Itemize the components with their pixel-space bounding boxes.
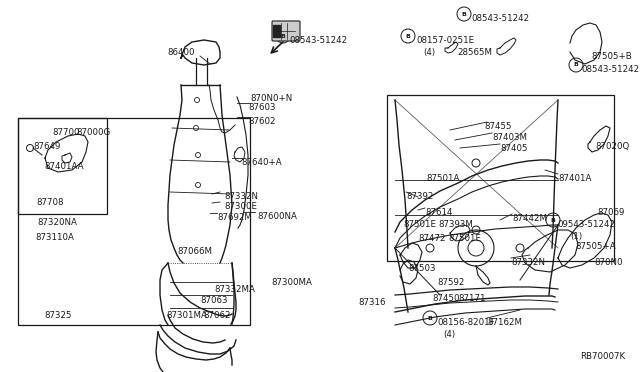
Text: 87455: 87455: [484, 122, 511, 131]
Text: B: B: [573, 62, 579, 67]
Text: 87614: 87614: [425, 208, 452, 217]
Bar: [18, 118, 107, 214]
Text: 87602: 87602: [248, 117, 275, 126]
Text: 870N0+N: 870N0+N: [250, 94, 292, 103]
Bar: [387, 95, 614, 261]
Text: 87401AA: 87401AA: [44, 162, 83, 171]
Text: 87649: 87649: [33, 142, 60, 151]
Text: 87063: 87063: [200, 296, 227, 305]
Bar: [273, 25, 280, 37]
Text: 87600NA: 87600NA: [257, 212, 297, 221]
Text: (4): (4): [443, 330, 455, 339]
Text: 87501E: 87501E: [448, 234, 481, 243]
Text: 87592: 87592: [437, 278, 465, 287]
Text: 87450: 87450: [432, 294, 460, 303]
Text: 87300MA: 87300MA: [271, 278, 312, 287]
Text: 87505+A: 87505+A: [575, 242, 616, 251]
Text: 87320NA: 87320NA: [37, 218, 77, 227]
Text: 87700: 87700: [52, 128, 79, 137]
Text: B: B: [461, 12, 467, 16]
Text: 86400: 86400: [167, 48, 195, 57]
Text: 87316: 87316: [358, 298, 385, 307]
Text: 87442M: 87442M: [512, 214, 547, 223]
Text: 87501E: 87501E: [403, 220, 436, 229]
Text: 873110A: 873110A: [35, 233, 74, 242]
FancyBboxPatch shape: [272, 21, 300, 41]
Text: B: B: [428, 315, 433, 321]
Text: 87171: 87171: [458, 294, 486, 303]
Text: 09543-51242: 09543-51242: [557, 220, 615, 229]
Text: 08543-51242: 08543-51242: [289, 36, 347, 45]
Text: (1): (1): [570, 232, 582, 241]
Text: 28565M: 28565M: [457, 48, 492, 57]
Text: 87505+B: 87505+B: [591, 52, 632, 61]
Text: 08156-8201F: 08156-8201F: [437, 318, 495, 327]
Text: 87332N: 87332N: [224, 192, 258, 201]
Text: 87069: 87069: [597, 208, 625, 217]
Text: 87692M: 87692M: [217, 213, 252, 222]
Text: 08543-51242: 08543-51242: [471, 14, 529, 23]
Text: 87162M: 87162M: [487, 318, 522, 327]
Text: 87708: 87708: [36, 198, 63, 207]
Text: 87393M: 87393M: [438, 220, 473, 229]
Text: 87501A: 87501A: [426, 174, 460, 183]
Text: B: B: [550, 218, 556, 222]
Text: 87000G: 87000G: [76, 128, 110, 137]
Text: B: B: [280, 33, 285, 38]
Text: 87300E: 87300E: [224, 202, 257, 211]
Bar: [18, 118, 250, 325]
Text: 08543-51242: 08543-51242: [581, 65, 639, 74]
Text: 87392: 87392: [406, 192, 433, 201]
Text: 87603: 87603: [248, 103, 275, 112]
Text: 87403M: 87403M: [492, 133, 527, 142]
Text: 87405: 87405: [500, 144, 527, 153]
Text: 87062: 87062: [203, 311, 230, 320]
Text: 87472: 87472: [418, 234, 445, 243]
Text: 87640+A: 87640+A: [241, 158, 282, 167]
Text: 87503: 87503: [408, 264, 435, 273]
Text: 87332N: 87332N: [511, 258, 545, 267]
Text: 87332MA: 87332MA: [214, 285, 255, 294]
Text: 87401A: 87401A: [558, 174, 591, 183]
Text: 87020Q: 87020Q: [595, 142, 629, 151]
Text: B: B: [406, 33, 410, 38]
Text: 870N0: 870N0: [594, 258, 623, 267]
Text: (4): (4): [423, 48, 435, 57]
Text: 87325: 87325: [44, 311, 72, 320]
Text: 08157-0251E: 08157-0251E: [416, 36, 474, 45]
Text: 87066M: 87066M: [177, 247, 212, 256]
Text: 87301MA: 87301MA: [166, 311, 207, 320]
Text: RB70007K: RB70007K: [580, 352, 625, 361]
